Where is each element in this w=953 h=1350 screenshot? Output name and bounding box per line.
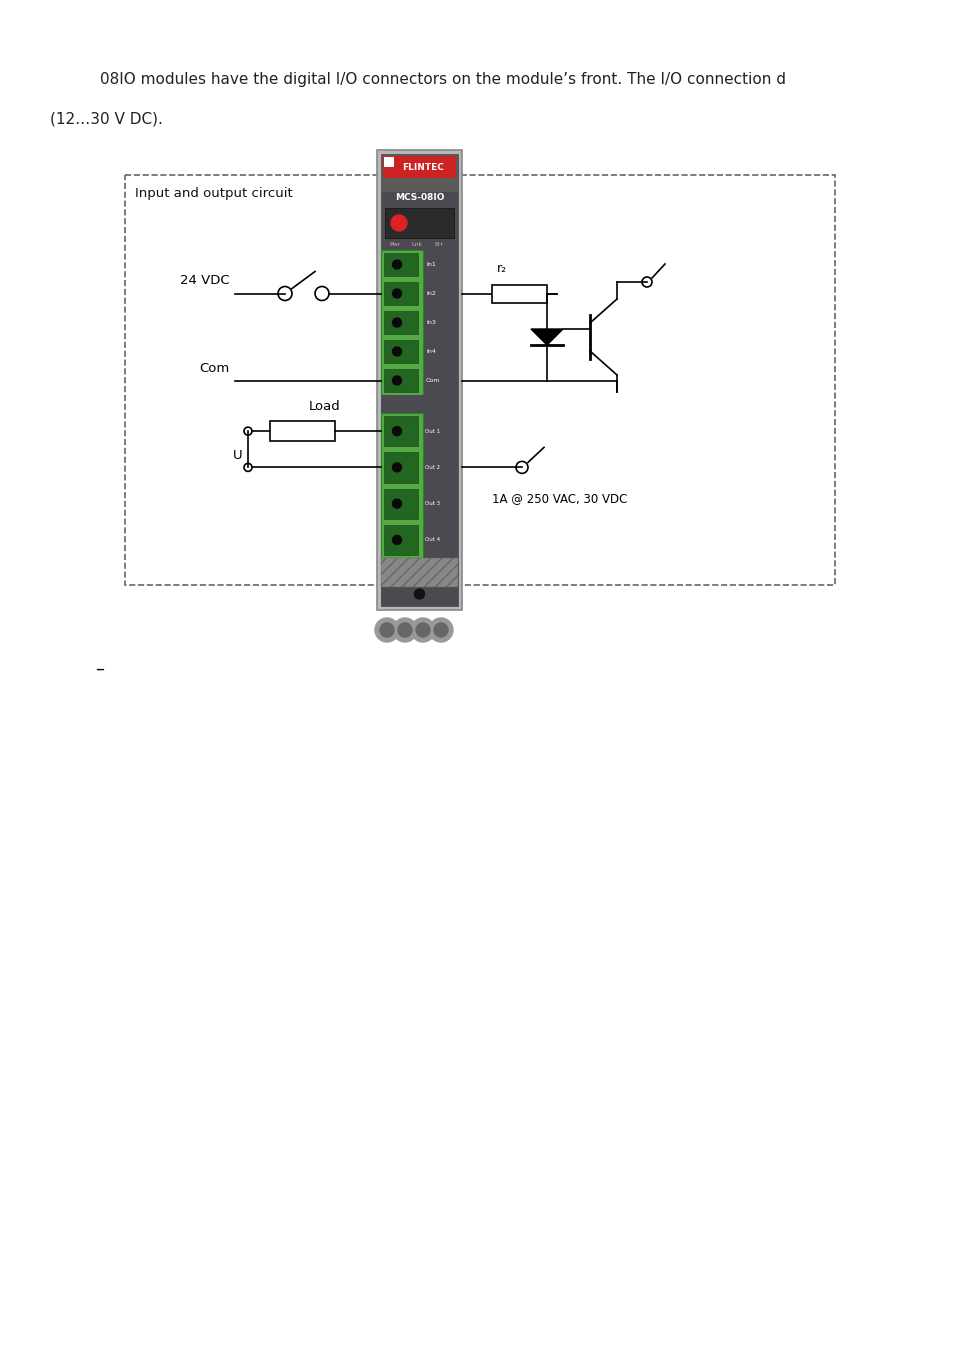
- Text: In3: In3: [426, 320, 436, 325]
- Bar: [384, 525, 417, 555]
- Bar: [384, 340, 417, 363]
- Circle shape: [392, 319, 401, 327]
- Bar: [380, 154, 457, 192]
- Circle shape: [375, 618, 398, 643]
- Bar: [270, 421, 335, 441]
- Text: Out 1: Out 1: [424, 429, 439, 433]
- Circle shape: [392, 463, 401, 472]
- Circle shape: [429, 618, 453, 643]
- Circle shape: [391, 215, 407, 231]
- Circle shape: [392, 261, 401, 269]
- Bar: [382, 157, 456, 178]
- Text: 24 VDC: 24 VDC: [180, 274, 230, 288]
- Bar: [380, 154, 457, 606]
- Text: 1A @ 250 VAC, 30 VDC: 1A @ 250 VAC, 30 VDC: [492, 493, 627, 505]
- Circle shape: [416, 622, 430, 637]
- Bar: [492, 285, 546, 302]
- Bar: [376, 150, 461, 610]
- Circle shape: [392, 427, 401, 436]
- Bar: [384, 489, 417, 518]
- Circle shape: [397, 622, 412, 637]
- Circle shape: [392, 536, 401, 544]
- Bar: [380, 413, 422, 558]
- Text: 08IO modules have the digital I/O connectors on the module’s front. The I/O conn: 08IO modules have the digital I/O connec…: [100, 72, 785, 86]
- Text: Com: Com: [199, 362, 230, 374]
- Circle shape: [411, 618, 435, 643]
- Text: Out 2: Out 2: [424, 464, 439, 470]
- Text: U: U: [233, 450, 242, 462]
- Text: Input and output circuit: Input and output circuit: [135, 188, 293, 200]
- Text: Lnk: Lnk: [411, 242, 422, 247]
- Text: FLINTEC: FLINTEC: [402, 162, 444, 171]
- Circle shape: [414, 589, 424, 599]
- Text: –: –: [95, 660, 104, 678]
- Bar: [380, 558, 457, 587]
- Circle shape: [392, 289, 401, 298]
- Bar: [385, 208, 454, 238]
- Polygon shape: [531, 329, 562, 346]
- Bar: [384, 369, 417, 391]
- Text: (12…30 V DC).: (12…30 V DC).: [50, 112, 163, 127]
- Bar: [380, 558, 457, 606]
- Text: In1: In1: [426, 262, 436, 267]
- Text: Out 3: Out 3: [424, 501, 439, 506]
- Text: Load: Load: [309, 400, 340, 413]
- Circle shape: [393, 618, 416, 643]
- Text: Err: Err: [434, 242, 443, 247]
- Text: In2: In2: [426, 292, 436, 296]
- Text: Pwr: Pwr: [389, 242, 400, 247]
- Bar: [384, 310, 417, 333]
- Bar: [380, 250, 422, 396]
- Bar: [125, 176, 834, 585]
- Bar: [384, 252, 417, 275]
- Text: Out 4: Out 4: [424, 537, 439, 543]
- Bar: [384, 157, 394, 167]
- Bar: [384, 282, 417, 305]
- Text: MCS-08IO: MCS-08IO: [395, 193, 444, 202]
- Text: Com: Com: [426, 378, 440, 383]
- Circle shape: [392, 500, 401, 508]
- Text: r₂: r₂: [497, 262, 507, 275]
- Bar: [384, 416, 417, 447]
- Circle shape: [379, 622, 394, 637]
- Circle shape: [392, 347, 401, 356]
- Circle shape: [434, 622, 448, 637]
- Circle shape: [392, 377, 401, 385]
- Bar: [384, 452, 417, 482]
- Bar: [380, 396, 457, 413]
- Text: In4: In4: [426, 350, 436, 354]
